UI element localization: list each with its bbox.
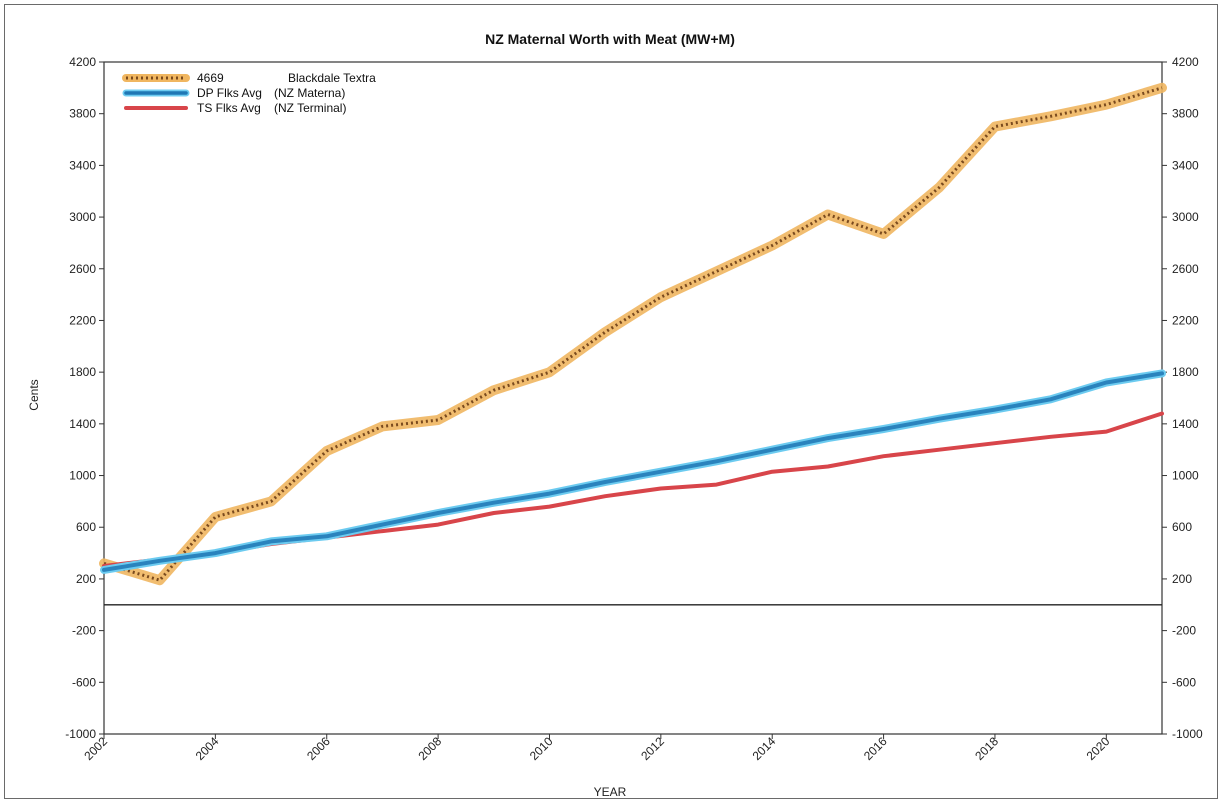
series-layer bbox=[99, 82, 1167, 586]
legend-label: DP Flks Avg bbox=[197, 86, 262, 100]
axes: -1000 -1000 -600 -600 -200 -200 200 200 600 600 10… bbox=[65, 55, 1203, 763]
y-axis-label: Cents bbox=[27, 379, 41, 410]
y-tick-label-left: -1000 bbox=[65, 727, 96, 741]
y-tick-label-right: -200 bbox=[1172, 624, 1196, 638]
y-tick-label-right: 2600 bbox=[1172, 262, 1199, 276]
chart-title: NZ Maternal Worth with Meat (MW+M) bbox=[485, 31, 735, 47]
x-tick-label: 2010 bbox=[527, 734, 556, 763]
x-tick-label: 2016 bbox=[861, 734, 890, 763]
y-tick-label-left: -600 bbox=[72, 675, 96, 689]
y-tick-label-right: 1400 bbox=[1172, 417, 1199, 431]
y-tick-label-right: 3400 bbox=[1172, 158, 1199, 172]
chart-frame bbox=[4, 4, 1218, 799]
series-line-dp-glow bbox=[100, 369, 1166, 574]
x-tick-label: 2014 bbox=[750, 734, 779, 763]
legend-note: (NZ Terminal) bbox=[274, 101, 346, 115]
y-tick-label-left: 3400 bbox=[69, 158, 96, 172]
y-tick-label-left: -200 bbox=[72, 624, 96, 638]
y-tick-label-left: 3800 bbox=[69, 107, 96, 121]
y-tick-label-left: 4200 bbox=[69, 55, 96, 69]
y-tick-label-left: 600 bbox=[76, 520, 96, 534]
x-tick-label: 2004 bbox=[193, 734, 222, 763]
y-tick-label-right: 2200 bbox=[1172, 313, 1199, 327]
y-tick-label-left: 2200 bbox=[69, 313, 96, 327]
x-tick-label: 2018 bbox=[972, 734, 1001, 763]
y-tick-label-right: 600 bbox=[1172, 520, 1192, 534]
y-tick-label-right: 4200 bbox=[1172, 55, 1199, 69]
y-tick-label-left: 1400 bbox=[69, 417, 96, 431]
series-line-4669 bbox=[99, 82, 1167, 586]
legend-label: TS Flks Avg bbox=[197, 101, 261, 115]
y-tick-label-right: 1000 bbox=[1172, 469, 1199, 483]
x-tick-label: 2008 bbox=[415, 734, 444, 763]
y-tick-label-left: 2600 bbox=[69, 262, 96, 276]
legend-note: (NZ Materna) bbox=[274, 86, 345, 100]
x-tick-label: 2006 bbox=[304, 734, 333, 763]
y-tick-label-right: 3000 bbox=[1172, 210, 1199, 224]
legend: 4669 Blackdale Textra DP Flks Avg (NZ Mater… bbox=[122, 71, 376, 115]
y-tick-label-left: 1000 bbox=[69, 469, 96, 483]
y-tick-label-left: 1800 bbox=[69, 365, 96, 379]
y-tick-label-left: 3000 bbox=[69, 210, 96, 224]
y-tick-label-right: 3800 bbox=[1172, 107, 1199, 121]
y-tick-label-right: -600 bbox=[1172, 675, 1196, 689]
x-tick-label: 2020 bbox=[1084, 734, 1113, 763]
legend-note: Blackdale Textra bbox=[288, 71, 376, 85]
x-axis-label: YEAR bbox=[594, 785, 627, 799]
plot-area bbox=[103, 61, 1163, 735]
y-tick-label-left: 200 bbox=[76, 572, 96, 586]
y-tick-label-right: 200 bbox=[1172, 572, 1192, 586]
legend-label: 4669 bbox=[197, 71, 224, 85]
y-tick-label-right: 1800 bbox=[1172, 365, 1199, 379]
y-tick-label-right: -1000 bbox=[1172, 727, 1203, 741]
series-line-4669-dots bbox=[103, 86, 1163, 582]
series-line-dp bbox=[102, 371, 1164, 572]
x-tick-label: 2012 bbox=[638, 734, 667, 763]
